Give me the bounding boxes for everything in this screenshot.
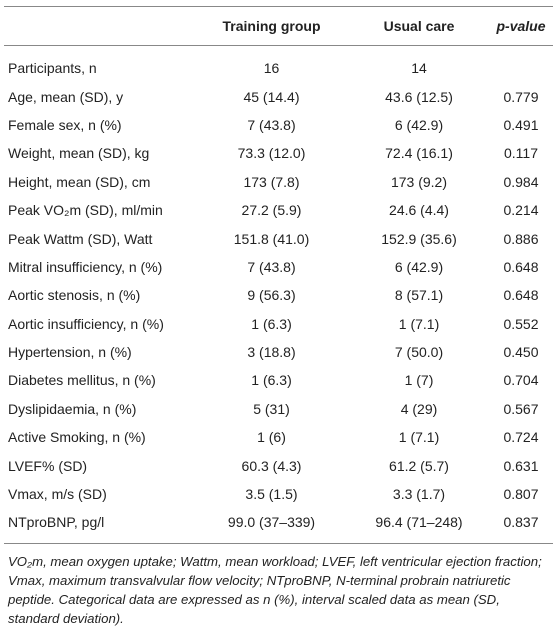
table-cell: 3.3 (1.7): [392, 486, 446, 503]
table-cell: 0.552: [503, 315, 539, 332]
row-label: Participants, n: [8, 60, 97, 77]
row-label: Aortic stenosis, n (%): [8, 287, 141, 304]
table-row: Peak Wattm (SD), Watt 151.8 (41.0) 152.9 (…: [4, 224, 553, 252]
table-cell: 0.886: [503, 230, 539, 247]
table-row: LVEF% (SD) 60.3 (4.3) 61.2 (5.7) 0.631: [4, 451, 553, 479]
table-cell: 3 (18.8): [247, 344, 296, 361]
table-cell: 173 (7.8): [243, 173, 300, 190]
table-row: Aortic stenosis, n (%) 9 (56.3) 8 (57.1) 0.…: [4, 281, 553, 309]
table-cell: 1 (6.3): [251, 372, 292, 389]
table-row: NTproBNP, pg/l 99.0 (37–339) 96.4 (71–248)…: [4, 508, 553, 543]
header-row: Training group Usual care p-value: [4, 6, 553, 46]
table-cell: 1 (7): [404, 372, 434, 389]
row-label: Active Smoking, n (%): [8, 429, 146, 446]
row-label: Diabetes mellitus, n (%): [8, 372, 156, 389]
table-cell: 43.6 (12.5): [385, 88, 453, 105]
header-cell: Usual care: [383, 18, 455, 34]
table-row: Weight, mean (SD), kg 73.3 (12.0) 72.4 (16…: [4, 139, 553, 167]
table-cell: 73.3 (12.0): [237, 145, 306, 162]
table-cell: 0.491: [503, 116, 539, 133]
table-cell: 27.2 (5.9): [241, 202, 302, 219]
row-label: Peak VO₂m (SD), ml/min: [8, 202, 163, 219]
table-cell: 7 (43.8): [247, 116, 296, 133]
table-row: Hypertension, n (%) 3 (18.8) 7 (50.0) 0.450: [4, 338, 553, 366]
table-cell: 7 (50.0): [394, 344, 444, 361]
table-row: Diabetes mellitus, n (%) 1 (6.3) 1 (7) 0.70…: [4, 366, 553, 394]
table-cell: 5 (31): [253, 400, 290, 417]
header-cell: [4, 7, 194, 46]
table-cell: 1 (6.3): [251, 315, 292, 332]
table-cell: 61.2 (5.7): [389, 457, 449, 474]
table-row: Aortic insufficiency, n (%) 1 (6.3) 1 (7.1…: [4, 310, 553, 338]
header-cell: p-value: [496, 18, 546, 34]
table-cell: 0.837: [503, 514, 539, 531]
table-cell: 6 (42.9): [394, 258, 444, 275]
table-body: Participants, n 16 14 Age, mean (SD), y 45 (…: [4, 46, 553, 544]
table-cell: 0.648: [503, 287, 539, 304]
table-cell: 14: [411, 60, 427, 77]
table-cell: 1 (7.1): [398, 315, 440, 332]
row-label: Peak Wattm (SD), Watt: [8, 230, 153, 247]
table-cell: [489, 46, 553, 83]
row-label: Height, mean (SD), cm: [8, 173, 151, 190]
table-cell: 16: [263, 60, 280, 77]
row-label: Female sex, n (%): [8, 116, 122, 133]
table-cell: 4 (29): [400, 400, 438, 417]
table-cell: 8 (57.1): [394, 287, 444, 304]
row-label: Aortic insufficiency, n (%): [8, 315, 164, 332]
table-cell: 7 (43.8): [247, 258, 296, 275]
table-cell: 0.450: [503, 344, 539, 361]
table-row: Participants, n 16 14: [4, 46, 553, 83]
table-cell: 0.984: [503, 173, 539, 190]
table-cell: 0.567: [503, 400, 539, 417]
table-cell: 60.3 (4.3): [241, 457, 302, 474]
table-row: Mitral insufficiency, n (%) 7 (43.8) 6 (42…: [4, 253, 553, 281]
table-header: Training group Usual care p-value: [4, 6, 553, 46]
header-cell: Training group: [222, 18, 321, 34]
table-row: Vmax, m/s (SD) 3.5 (1.5) 3.3 (1.7) 0.807: [4, 480, 553, 508]
table-cell: 0.631: [503, 457, 539, 474]
table-row: Height, mean (SD), cm 173 (7.8) 173 (9.2) 0…: [4, 168, 553, 196]
row-label: Mitral insufficiency, n (%): [8, 258, 163, 275]
table-cell: 151.8 (41.0): [233, 230, 310, 247]
table-cell: 3.5 (1.5): [245, 486, 298, 503]
table-cell: 6 (42.9): [394, 116, 444, 133]
table-row: Active Smoking, n (%) 1 (6) 1 (7.1) 0.724: [4, 423, 553, 451]
table-cell: 0.724: [503, 429, 539, 446]
row-label: NTproBNP, pg/l: [8, 514, 105, 531]
table-cell: 0.779: [503, 88, 539, 105]
table-row: Age, mean (SD), y 45 (14.4) 43.6 (12.5) 0.7…: [4, 82, 553, 110]
table-cell: 9 (56.3): [247, 287, 296, 304]
table-cell: 0.648: [503, 258, 539, 275]
table-row: Female sex, n (%) 7 (43.8) 6 (42.9) 0.491: [4, 111, 553, 139]
table-cell: 173 (9.2): [390, 173, 448, 190]
footnote: VO₂m, mean oxygen uptake; Wattm, mean wo…: [8, 553, 542, 626]
table-cell: 72.4 (16.1): [385, 145, 453, 162]
table-row: Peak VO₂m (SD), ml/min 27.2 (5.9) 24.6 (4.…: [4, 196, 553, 224]
row-label: Hypertension, n (%): [8, 344, 132, 361]
table-cell: 45 (14.4): [243, 88, 300, 105]
table-cell: 1 (7.1): [398, 429, 440, 446]
table-cell: 1 (6): [257, 429, 286, 446]
table-cell: 24.6 (4.4): [389, 202, 449, 219]
table-cell: 152.9 (35.6): [381, 230, 457, 247]
row-label: LVEF% (SD): [8, 457, 88, 474]
table-cell: 0.117: [504, 145, 538, 162]
table-cell: 0.807: [503, 486, 539, 503]
table-cell: 0.214: [503, 202, 539, 219]
row-label: Weight, mean (SD), kg: [8, 145, 150, 162]
row-label: Age, mean (SD), y: [8, 88, 124, 105]
row-label: Dyslipidaemia, n (%): [8, 400, 137, 417]
table-row: Dyslipidaemia, n (%) 5 (31) 4 (29) 0.567: [4, 395, 553, 423]
table-cell: 96.4 (71–248): [375, 514, 463, 531]
row-label: Vmax, m/s (SD): [8, 486, 107, 503]
table-cell: 0.704: [503, 372, 539, 389]
data-table: Training group Usual care p-value Partic…: [4, 6, 553, 544]
table-cell: 99.0 (37–339): [227, 514, 316, 531]
